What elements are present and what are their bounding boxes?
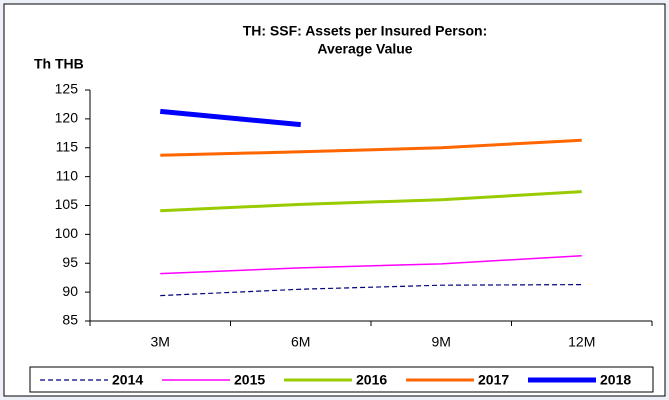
legend-label: 2014 bbox=[112, 372, 143, 388]
y-tick-label: 90 bbox=[62, 283, 78, 299]
series-line bbox=[160, 254, 582, 275]
series-line bbox=[160, 108, 301, 128]
y-tick-label: 110 bbox=[56, 167, 79, 183]
legend-label: 2016 bbox=[356, 372, 387, 388]
y-tick-label: 85 bbox=[62, 312, 78, 328]
chart-frame bbox=[3, 3, 666, 397]
y-axis-label: Th THB bbox=[34, 56, 84, 72]
legend-label: 2015 bbox=[234, 372, 265, 388]
x-tick-label: 6M bbox=[291, 334, 310, 350]
x-tick-label: 12M bbox=[568, 334, 595, 350]
legend-label: 2018 bbox=[600, 372, 631, 388]
series-line bbox=[160, 190, 582, 213]
chart-title: Average Value bbox=[317, 41, 412, 57]
y-tick-label: 105 bbox=[55, 196, 79, 212]
x-tick-label: 9M bbox=[432, 334, 451, 350]
legend-label: 2017 bbox=[478, 372, 509, 388]
chart-title: TH: SSF: Assets per Insured Person: bbox=[243, 23, 488, 39]
y-tick-label: 95 bbox=[62, 254, 78, 270]
y-tick-label: 100 bbox=[55, 225, 79, 241]
series-line bbox=[160, 284, 582, 297]
series-line bbox=[160, 138, 582, 157]
y-tick-label: 115 bbox=[56, 138, 79, 154]
x-tick-label: 3M bbox=[151, 334, 170, 350]
y-tick-label: 125 bbox=[55, 81, 79, 97]
y-tick-label: 120 bbox=[55, 110, 79, 126]
